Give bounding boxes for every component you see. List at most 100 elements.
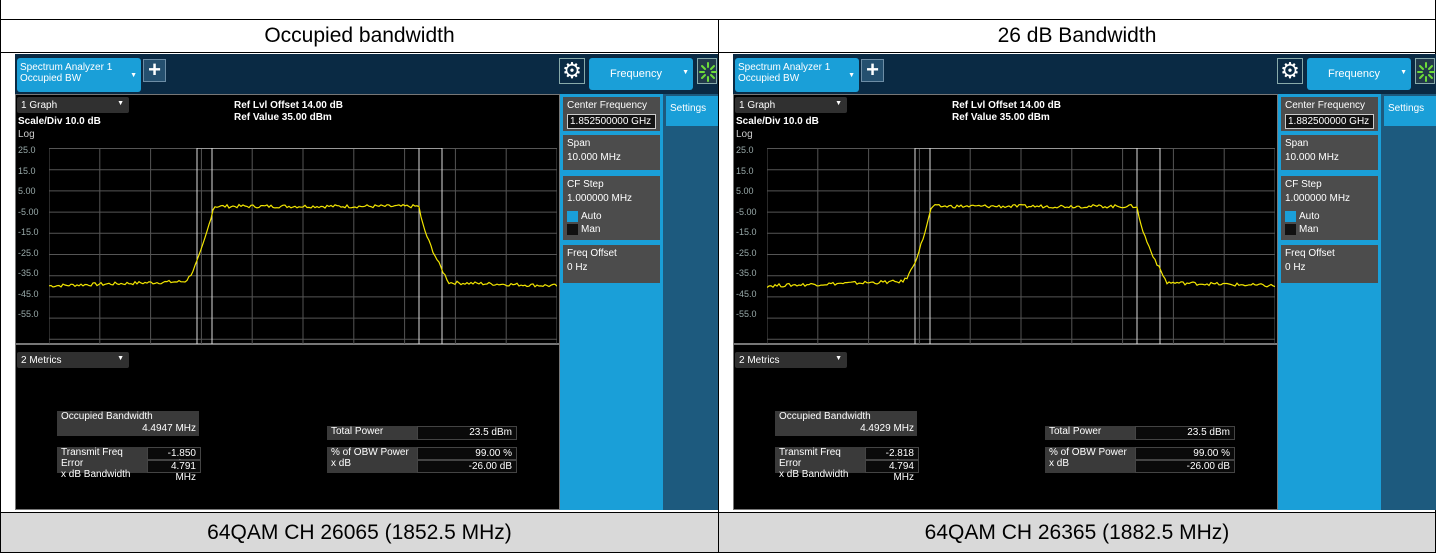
footer-left-cell: 64QAM CH 26065 (1852.5 MHz) bbox=[1, 513, 718, 552]
obw-labels-box: % of OBW Power x dB bbox=[327, 447, 417, 473]
busy-spinner-icon[interactable] bbox=[697, 58, 717, 84]
plot-grid bbox=[767, 148, 1275, 360]
freq-offset-value: 0 Hz bbox=[1285, 262, 1306, 273]
gear-icon[interactable]: ⚙ bbox=[1277, 58, 1303, 84]
xdb-bandwidth-value: 4.794 MHz bbox=[865, 460, 919, 483]
y-tick-label: -15.0 bbox=[736, 227, 757, 237]
frequency-menu-label: Frequency bbox=[610, 68, 662, 80]
occupied-bw-label: Occupied Bandwidth bbox=[775, 411, 917, 424]
scale-label: Scale/Div 10.0 dB bbox=[736, 116, 819, 127]
spectrum-trace bbox=[767, 203, 1275, 289]
log-label: Log bbox=[18, 129, 35, 140]
cf-step-control[interactable]: CF Step 1.000000 MHz Auto Man bbox=[1280, 175, 1379, 241]
metrics-layout-dropdown[interactable]: 2 Metrics ▼ bbox=[17, 352, 129, 368]
frequency-menu-button[interactable]: Frequency ▼ bbox=[1307, 58, 1411, 90]
footer-right-label: 64QAM CH 26365 (1882.5 MHz) bbox=[924, 520, 1230, 544]
measurement-tab[interactable]: Spectrum Analyzer 1 Occupied BW ▼ bbox=[17, 58, 141, 92]
busy-spinner-icon[interactable] bbox=[1415, 58, 1435, 84]
measurement-tab[interactable]: Spectrum Analyzer 1 Occupied BW ▼ bbox=[735, 58, 859, 92]
obw-power-label: % of OBW Power bbox=[1049, 447, 1127, 458]
y-tick-label: -55.0 bbox=[736, 309, 757, 319]
freq-offset-control[interactable]: Freq Offset 0 Hz bbox=[562, 244, 661, 284]
metrics-area: 2 Metrics ▼ Occupied Bandwidth 4.4929 MH… bbox=[733, 344, 1278, 510]
freq-offset-value: 0 Hz bbox=[567, 262, 588, 273]
analyzer-screen: Spectrum Analyzer 1 Occupied BW ▼ + ⚙ Fr… bbox=[733, 54, 1436, 510]
man-option[interactable]: Man bbox=[1285, 224, 1318, 235]
chevron-down-icon: ▼ bbox=[117, 100, 124, 107]
y-tick-label: 5.00 bbox=[18, 186, 36, 196]
center-frequency-value[interactable]: 1.882500000 GHz bbox=[1285, 114, 1374, 129]
tab-settings[interactable]: Settings bbox=[1384, 96, 1436, 126]
y-tick-label: -5.00 bbox=[18, 206, 39, 217]
graph-layout-dropdown[interactable]: 1 Graph ▼ bbox=[735, 97, 847, 113]
gear-icon[interactable]: ⚙ bbox=[559, 58, 585, 84]
center-frequency-value[interactable]: 1.852500000 GHz bbox=[567, 114, 656, 129]
total-power-label: Total Power bbox=[327, 426, 417, 440]
xdb-bandwidth-value: 4.791 MHz bbox=[147, 460, 201, 483]
graph-area[interactable]: 1 Graph ▼ Ref Lvl Offset 14.00 dB Ref Va… bbox=[15, 94, 560, 390]
occupied-bw-value: 4.4947 MHz bbox=[57, 423, 199, 436]
xdb-label: x dB bbox=[1049, 458, 1070, 469]
chevron-down-icon: ▼ bbox=[1400, 69, 1407, 76]
total-power-label: Total Power bbox=[1045, 426, 1135, 440]
header-right-label: 26 dB Bandwidth bbox=[997, 24, 1157, 47]
analyzer-screen: Spectrum Analyzer 1 Occupied BW ▼ + ⚙ Fr… bbox=[15, 54, 718, 510]
auto-option[interactable]: Auto bbox=[567, 211, 602, 222]
selected-indicator-icon bbox=[1285, 211, 1296, 222]
y-tick-label: -15.0 bbox=[18, 227, 39, 237]
man-label: Man bbox=[1299, 224, 1319, 236]
cf-step-control[interactable]: CF Step 1.000000 MHz Auto Man bbox=[562, 175, 661, 241]
bandwidth-marker bbox=[914, 148, 1161, 360]
cf-step-value: 1.000000 MHz bbox=[567, 193, 633, 204]
y-tick-label: 5.00 bbox=[736, 186, 754, 196]
y-tick-label: 25.0 bbox=[18, 145, 36, 155]
plot-grid bbox=[49, 148, 557, 360]
auto-option[interactable]: Auto bbox=[1285, 211, 1320, 222]
settings-tab-column bbox=[1381, 94, 1436, 510]
graph-area[interactable]: 1 Graph ▼ Ref Lvl Offset 14.00 dB Ref Va… bbox=[733, 94, 1278, 390]
tx-freq-error-label: Transmit Freq Error bbox=[779, 447, 841, 469]
center-frequency-control[interactable]: Center Frequency 1.882500000 GHz bbox=[1280, 96, 1379, 132]
y-tick-label: -55.0 bbox=[18, 309, 39, 319]
tab-settings[interactable]: Settings bbox=[666, 96, 718, 126]
tab-subtitle: Occupied BW bbox=[738, 73, 800, 84]
auto-label: Auto bbox=[581, 211, 602, 223]
center-frequency-label: Center Frequency bbox=[1285, 100, 1366, 111]
total-power-value: 23.5 dBm bbox=[417, 426, 517, 440]
frequency-menu-label: Frequency bbox=[1328, 68, 1380, 80]
error-labels-box: Transmit Freq Error x dB Bandwidth bbox=[57, 447, 147, 480]
y-tick-label: 15.0 bbox=[18, 165, 36, 176]
freq-offset-label: Freq Offset bbox=[567, 248, 617, 259]
span-control[interactable]: Span 10.000 MHz bbox=[1280, 134, 1379, 171]
graph-layout-label: 1 Graph bbox=[739, 100, 776, 111]
ref-value-label: Ref Value 35.00 dBm bbox=[234, 112, 332, 123]
freq-offset-control[interactable]: Freq Offset 0 Hz bbox=[1280, 244, 1379, 284]
add-screen-button[interactable]: + bbox=[143, 59, 166, 82]
y-tick-label: -35.0 bbox=[736, 268, 757, 278]
graph-layout-label: 1 Graph bbox=[21, 100, 58, 111]
span-control-value: 10.000 MHz bbox=[567, 152, 621, 163]
settings-tab-column bbox=[663, 94, 718, 510]
cf-step-label: CF Step bbox=[1285, 179, 1322, 190]
center-frequency-control[interactable]: Center Frequency 1.852500000 GHz bbox=[562, 96, 661, 132]
frequency-menu-button[interactable]: Frequency ▼ bbox=[589, 58, 693, 90]
tx-freq-error-value: -2.818 kHz bbox=[865, 447, 919, 470]
metrics-layout-label: 2 Metrics bbox=[739, 355, 780, 366]
span-control-label: Span bbox=[1285, 138, 1309, 149]
center-frequency-label: Center Frequency bbox=[567, 100, 648, 111]
metrics-layout-dropdown[interactable]: 2 Metrics ▼ bbox=[735, 352, 847, 368]
y-tick-label: -45.0 bbox=[18, 288, 39, 299]
span-control[interactable]: Span 10.000 MHz bbox=[562, 134, 661, 171]
occupied-bw-label: Occupied Bandwidth bbox=[57, 411, 199, 424]
footer-right-cell: 64QAM CH 26365 (1882.5 MHz) bbox=[719, 513, 1435, 552]
header-left-label: Occupied bandwidth bbox=[264, 24, 455, 47]
y-tick-label: -25.0 bbox=[18, 247, 39, 258]
obw-labels-box: % of OBW Power x dB bbox=[1045, 447, 1135, 473]
auto-label: Auto bbox=[1299, 211, 1320, 223]
add-screen-button[interactable]: + bbox=[861, 59, 884, 82]
bandwidth-marker bbox=[196, 148, 443, 360]
y-tick-label: -5.00 bbox=[736, 206, 757, 217]
graph-layout-dropdown[interactable]: 1 Graph ▼ bbox=[17, 97, 129, 113]
error-labels-box: Transmit Freq Error x dB Bandwidth bbox=[775, 447, 865, 480]
man-option[interactable]: Man bbox=[567, 224, 600, 235]
